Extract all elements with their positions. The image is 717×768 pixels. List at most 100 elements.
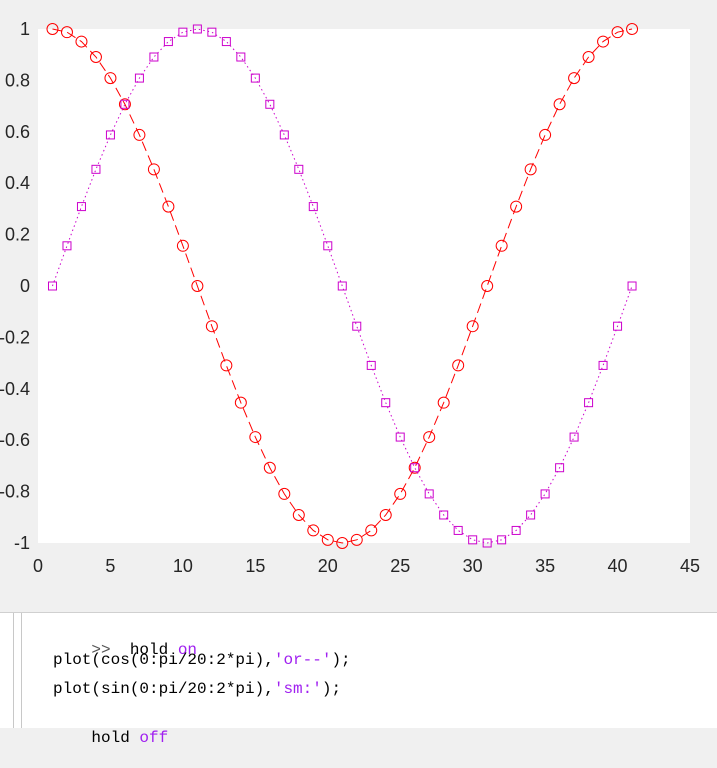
circle-marker: [408, 461, 421, 474]
command-argument: on: [177, 641, 198, 659]
y-tick-label: -0.6: [0, 430, 30, 450]
series-1: [46, 23, 639, 549]
circle-marker: [452, 359, 465, 372]
y-tick-label: 0.6: [5, 122, 30, 142]
circle-marker: [510, 200, 523, 213]
circle-marker: [162, 200, 175, 213]
x-tick-label: 15: [245, 556, 265, 576]
x-tick-label: 45: [680, 556, 700, 576]
circle-marker: [626, 23, 639, 35]
figure-window: 0 5 10 15 20 25 30 35 40 45 -1 -0.8 -0.6 -0.4 -0.2 0 0.…: [0, 0, 717, 612]
command-code: plot(sin(0:pi/20:2*pi),: [53, 680, 274, 698]
command-prompt: >>: [91, 641, 111, 659]
square-marker: [62, 241, 72, 251]
y-tick-label: -0.2: [0, 327, 30, 347]
circle-marker: [234, 396, 247, 409]
circle-marker: [249, 431, 262, 444]
circle-marker: [597, 35, 610, 48]
y-tick-label: 1: [20, 19, 30, 39]
command-code: );: [321, 680, 342, 698]
command-line-2[interactable]: plot(cos(0:pi/20:2*pi),'or--');: [53, 650, 351, 670]
square-marker: [149, 52, 159, 62]
command-keyword: hold: [91, 729, 130, 747]
square-marker: [294, 164, 304, 174]
y-tick-label: 0: [20, 276, 30, 296]
square-marker: [468, 535, 478, 545]
square-marker: [120, 99, 130, 109]
circle-marker: [220, 359, 233, 372]
circle-marker: [466, 320, 479, 333]
square-marker: [337, 281, 347, 291]
command-window[interactable]: >> hold on plot(cos(0:pi/20:2*pi),'or--'…: [0, 612, 717, 747]
circle-marker: [553, 98, 566, 111]
circle-marker: [307, 524, 320, 537]
y-axis: -1 -0.8 -0.6 -0.4 -0.2 0 0.2 0.4 0.6 0.8 1: [0, 19, 30, 553]
axes-background: [38, 29, 690, 543]
square-marker: [613, 321, 623, 331]
square-marker: [105, 130, 115, 140]
gutter-divider: [21, 613, 22, 728]
square-marker: [439, 510, 449, 520]
command-code: );: [331, 651, 351, 669]
circle-marker: [46, 23, 59, 35]
command-code: plot(cos(0:pi/20:2*pi),: [53, 651, 274, 669]
circle-marker: [133, 128, 146, 141]
square-marker: [250, 73, 260, 83]
command-keyword: hold: [129, 641, 169, 659]
square-marker: [47, 281, 57, 291]
y-tick-label: -0.4: [0, 379, 30, 399]
square-marker: [236, 52, 246, 62]
square-marker: [598, 360, 608, 370]
circle-marker: [437, 396, 450, 409]
y-tick-label: 0.8: [5, 70, 30, 90]
square-marker: [627, 281, 637, 291]
square-marker: [497, 535, 507, 545]
square-marker: [207, 27, 217, 37]
circle-marker: [524, 163, 537, 176]
square-marker: [134, 73, 144, 83]
square-marker: [424, 489, 434, 499]
square-marker: [352, 321, 362, 331]
command-argument: off: [139, 729, 169, 747]
square-marker: [366, 360, 376, 370]
circle-marker: [147, 163, 160, 176]
square-marker: [308, 202, 318, 212]
x-tick-label: 25: [390, 556, 410, 576]
circle-marker: [321, 533, 334, 546]
x-tick-label: 40: [608, 556, 628, 576]
circle-marker: [379, 508, 392, 521]
circle-marker: [481, 280, 494, 292]
y-tick-label: -0.8: [0, 482, 30, 502]
square-marker: [569, 432, 579, 442]
x-tick-label: 10: [173, 556, 193, 576]
x-tick-label: 5: [105, 556, 115, 576]
circle-marker: [611, 26, 624, 39]
square-marker: [540, 489, 550, 499]
command-line-4[interactable]: hold off: [53, 708, 168, 768]
plot-area[interactable]: 0 5 10 15 20 25 30 35 40 45 -1 -0.8 -0.6 -0.4 -0.2 0 0.…: [0, 0, 717, 612]
square-marker: [221, 37, 231, 47]
y-tick-label: 0.4: [5, 173, 30, 193]
command-line-3[interactable]: plot(sin(0:pi/20:2*pi),'sm:');: [53, 679, 341, 699]
circle-marker: [539, 128, 552, 141]
circle-marker: [365, 524, 378, 537]
x-tick-label: 20: [318, 556, 338, 576]
circle-marker: [191, 280, 204, 292]
square-marker: [410, 463, 420, 473]
circle-marker: [568, 72, 581, 85]
square-marker: [163, 37, 173, 47]
square-marker: [395, 432, 405, 442]
circle-marker: [60, 26, 73, 39]
x-tick-label: 30: [463, 556, 483, 576]
circle-marker: [292, 508, 305, 521]
x-tick-label: 35: [535, 556, 555, 576]
square-marker: [323, 241, 333, 251]
circle-marker: [336, 537, 349, 549]
square-marker: [453, 525, 463, 535]
x-axis: 0 5 10 15 20 25 30 35 40 45: [33, 556, 700, 576]
square-marker: [192, 24, 202, 34]
command-line-1[interactable]: >> hold on: [53, 620, 197, 680]
circle-marker: [104, 72, 117, 85]
series-layer: [46, 23, 639, 549]
circle-marker: [75, 35, 88, 48]
